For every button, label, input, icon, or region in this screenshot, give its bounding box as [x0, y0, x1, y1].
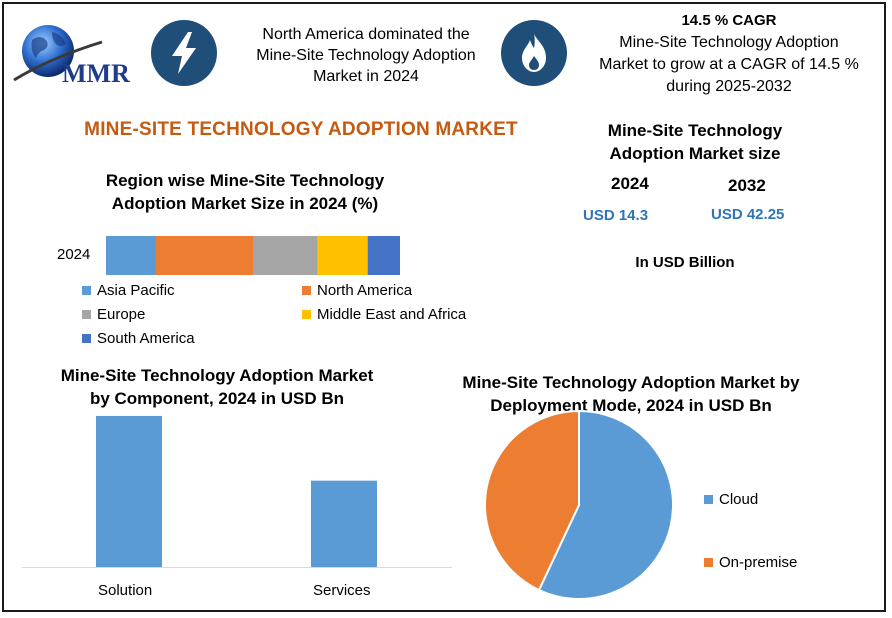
bar-segment-south-america — [367, 236, 400, 275]
infographic-frame — [2, 2, 886, 612]
cagr-note: 14.5 % CAGR Mine-Site Technology Adoptio… — [586, 10, 872, 98]
legend-item-north-america: North America — [302, 282, 412, 299]
legend-item-middle-east-africa: Middle East and Africa — [302, 306, 466, 323]
title-line: Adoption Market Size in 2024 (%) — [111, 194, 379, 213]
tick-label-solution: Solution — [98, 582, 153, 599]
title-line: Mine-Site Technology Adoption Market — [60, 366, 374, 385]
title-line: Deployment Mode, 2024 in USD Bn — [490, 396, 772, 415]
legend-swatch — [82, 310, 91, 319]
bar-segment-europe — [253, 236, 318, 275]
globe-icon: MMR — [13, 25, 130, 88]
legend-label: North America — [317, 282, 413, 299]
region-chart-title: Region wise Mine-Site Technology Adoptio… — [80, 169, 410, 215]
bar-solution — [96, 415, 162, 567]
legend-item-europe: Europe — [82, 306, 145, 323]
title-line: Mine-Site Technology Adoption Market by — [462, 373, 800, 392]
legend-label: South America — [97, 330, 195, 347]
legend-swatch — [704, 558, 713, 567]
legend-item-south-america: South America — [82, 330, 195, 347]
legend-item-cloud: Cloud — [704, 491, 758, 508]
legend-label: Middle East and Africa — [317, 306, 467, 323]
value-2032: USD 42.25 — [711, 206, 785, 223]
legend-label: Europe — [97, 306, 146, 323]
deployment-pie-chart — [484, 409, 674, 600]
page-title: MINE-SITE TECHNOLOGY ADOPTION MARKET — [84, 119, 518, 140]
legend-swatch — [704, 495, 713, 504]
legend-swatch — [82, 286, 91, 295]
market-size-title: Mine-Site Technology Adoption Market siz… — [576, 119, 814, 165]
title-line: Region wise Mine-Site Technology — [105, 171, 385, 190]
bar-services — [311, 480, 377, 567]
year-2032: 2032 — [728, 176, 766, 195]
component-bar-chart — [22, 415, 452, 568]
title-line: by Component, 2024 in USD Bn — [89, 389, 345, 408]
lightning-icon — [151, 20, 217, 86]
region-legend: Asia Pacific North America Europe Middle… — [82, 282, 502, 348]
cagr-value: 14.5 % CAGR — [681, 12, 777, 29]
bar-segment-asia-pacific — [106, 236, 156, 275]
legend-swatch — [82, 334, 91, 343]
unit-label: In USD Billion — [635, 254, 735, 271]
component-chart-title: Mine-Site Technology Adoption Market by … — [22, 364, 412, 410]
legend-swatch — [302, 310, 311, 319]
bar-segment-north-america — [155, 236, 253, 275]
tick-label-services: Services — [313, 582, 371, 599]
note-line: Mine-Site Technology Adoption — [619, 34, 839, 51]
title-line: Mine-Site Technology — [607, 121, 783, 140]
deployment-chart-title: Mine-Site Technology Adoption Market by … — [446, 371, 816, 417]
legend-item-asia-pacific: Asia Pacific — [82, 282, 175, 299]
mmr-logo: MMR — [10, 18, 150, 90]
region-stacked-bar — [106, 236, 400, 275]
bar-segment-middle-east-and-africa — [317, 236, 368, 275]
legend-label: On-premise — [719, 554, 798, 571]
logo-text: MMR — [62, 59, 130, 88]
legend-label: Cloud — [719, 491, 759, 508]
flame-icon — [501, 20, 567, 86]
note-line: during 2025-2032 — [666, 78, 792, 95]
legend-label: Asia Pacific — [97, 282, 175, 299]
legend-swatch — [302, 286, 311, 295]
title-line: Adoption Market size — [609, 144, 781, 163]
legend-item-on-premise: On-premise — [704, 554, 797, 571]
pie-slice-on-premise — [484, 409, 580, 592]
note-line: Market in 2024 — [313, 68, 419, 85]
note-line: Market to grow at a CAGR of 14.5 % — [599, 56, 859, 73]
note-line: Mine-Site Technology Adoption — [256, 47, 476, 64]
region-category-label: 2024 — [57, 246, 91, 263]
note-line: North America dominated the — [262, 26, 470, 43]
pie-slice-cloud — [537, 409, 674, 600]
value-2024: USD 14.3 — [583, 207, 649, 224]
year-2024: 2024 — [611, 174, 649, 193]
region-dominance-note: North America dominated the Mine-Site Te… — [238, 24, 494, 87]
